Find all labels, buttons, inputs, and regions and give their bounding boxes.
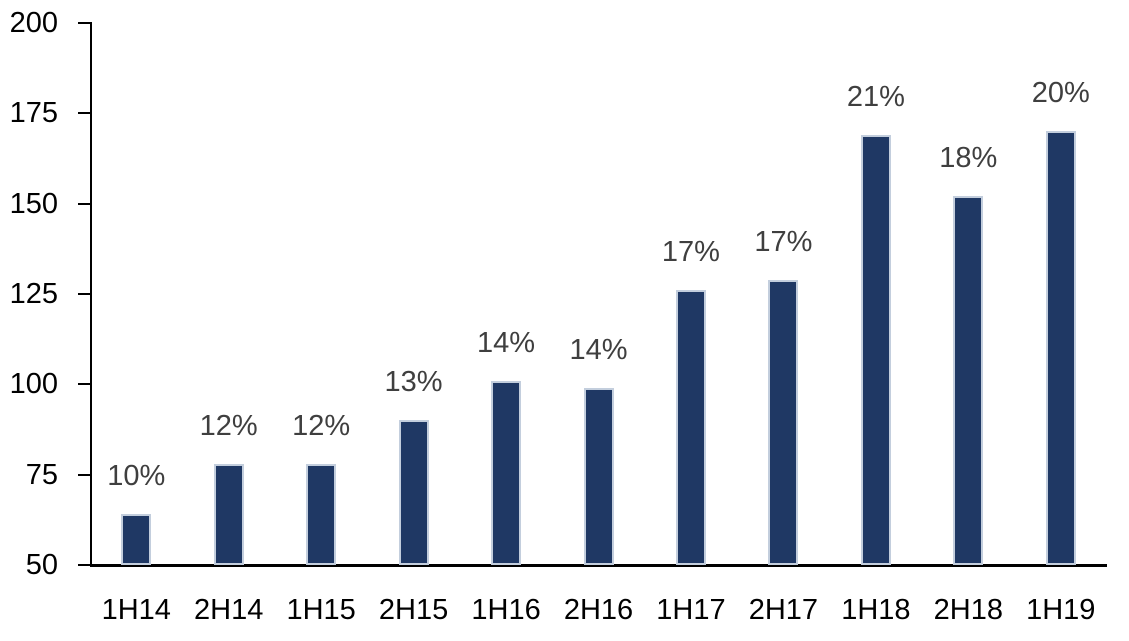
bar-data-label-1H19: 20% [1031,77,1090,110]
y-axis-tick-mark [78,22,91,24]
bar-data-label-2H15: 13% [384,366,443,399]
x-axis-category-label-1H19: 1H19 [1026,594,1096,626]
bar-1H14 [121,514,152,565]
bar-data-label-1H14: 10% [107,460,166,493]
y-axis-tick-mark [78,112,91,115]
y-axis-tick-label: 200 [9,7,58,39]
bar-1H16 [491,380,522,565]
y-axis-tick-label: 150 [9,187,58,220]
y-axis-tick-label: 75 [25,458,58,491]
bar-data-label-1H16: 14% [477,326,536,359]
x-axis-category-label-2H17: 2H17 [748,594,819,626]
bar-1H19 [1045,131,1076,565]
bar-1H17 [675,290,706,565]
y-axis-tick-label: 50 [25,549,58,581]
bar-2H18 [953,196,984,565]
x-axis-category-label-2H18: 2H18 [933,594,1003,626]
bar-data-label-2H17: 17% [754,225,813,258]
y-axis-tick-label: 175 [9,97,58,130]
bar-data-label-1H18: 21% [846,81,905,113]
bar-2H17 [768,279,799,565]
y-axis-line [90,22,92,566]
x-axis-category-label-1H17: 1H17 [656,594,726,626]
x-axis-line [90,564,1107,567]
y-axis-tick-mark [78,293,91,295]
y-axis-tick-mark [78,473,91,476]
bar-data-label-2H16: 14% [569,333,628,366]
x-axis-category-label-1H14: 1H14 [101,594,171,626]
bar-1H18 [860,135,891,565]
bar-2H16 [583,387,614,565]
x-axis-category-label-1H16: 1H16 [471,594,541,626]
y-axis-tick-label: 100 [9,368,58,401]
bar-data-label-1H17: 17% [661,236,720,269]
y-axis-tick-label: 125 [9,278,58,310]
x-axis-category-label-1H15: 1H15 [286,594,356,626]
bar-1H15 [306,463,337,565]
bar-data-label-2H14: 12% [199,409,258,442]
bar-data-label-2H18: 18% [939,142,998,175]
x-axis-category-label-2H14: 2H14 [194,594,264,626]
x-axis-category-label-1H18: 1H18 [841,594,911,626]
y-axis-tick-mark [78,202,91,205]
y-axis-tick-mark [78,383,91,386]
bar-data-label-1H15: 12% [292,409,351,442]
x-axis-category-label-2H15: 2H15 [378,594,449,626]
x-axis-category-label-2H16: 2H16 [563,594,634,626]
bar-2H14 [213,463,244,565]
y-axis-tick-mark [78,564,91,566]
bar-2H15 [398,420,429,565]
